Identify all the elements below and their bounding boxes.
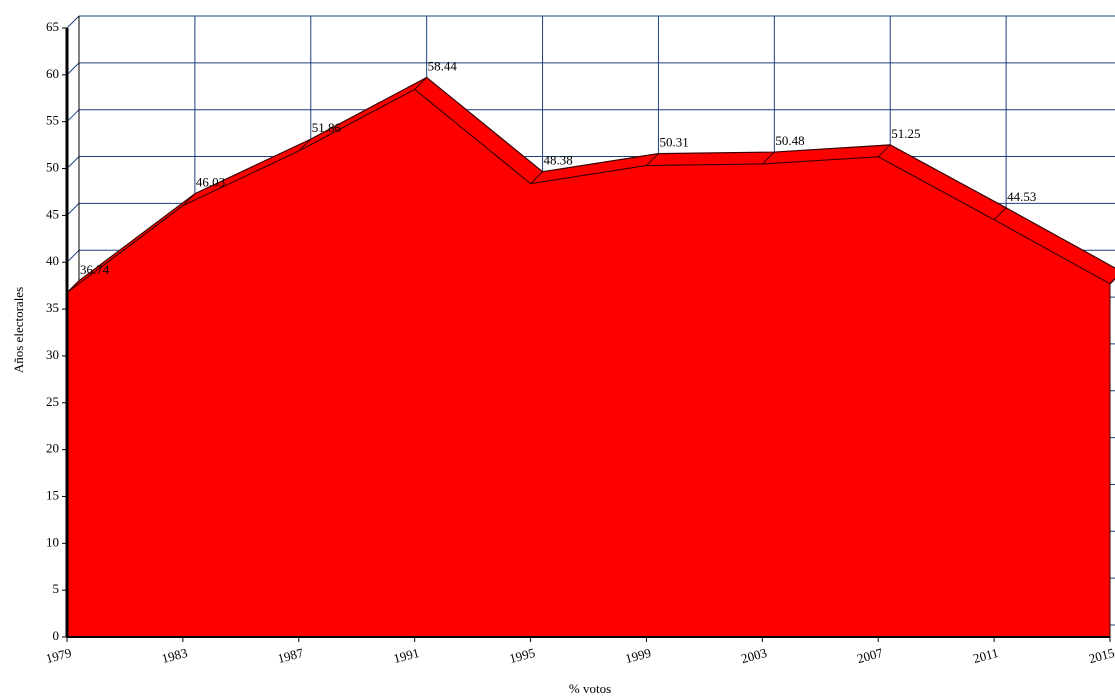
area-edge xyxy=(993,207,1007,221)
area-edge xyxy=(761,151,775,165)
x-tick-label: 1987 xyxy=(276,645,305,666)
y-tick-label: 15 xyxy=(46,487,59,502)
y-tick-label: 55 xyxy=(46,113,59,128)
x-tick-label: 2015 xyxy=(1087,645,1115,666)
y-tick-label: 45 xyxy=(46,206,59,221)
x-tick-label: 1983 xyxy=(160,645,189,666)
grid-line xyxy=(66,203,80,216)
grid-line xyxy=(66,249,80,263)
x-axis-label: % votos xyxy=(569,681,611,696)
grid-line xyxy=(66,62,80,76)
area-edge xyxy=(414,77,428,90)
x-tick-label: 1991 xyxy=(392,645,421,666)
area-edge xyxy=(530,171,543,185)
area-edge xyxy=(646,153,659,166)
data-label: 46.03 xyxy=(196,175,225,190)
x-tick-label: 2007 xyxy=(855,645,884,666)
y-tick-label: 35 xyxy=(46,300,59,315)
y-tick-label: 5 xyxy=(53,581,60,596)
data-label: 44.53 xyxy=(1007,189,1036,204)
y-tick-label: 10 xyxy=(46,534,59,549)
y-tick-label: 50 xyxy=(46,160,59,175)
y-tick-label: 65 xyxy=(46,19,59,34)
grid-line xyxy=(66,109,80,123)
y-axis-label: Años electorales xyxy=(11,287,26,373)
y-tick-label: 0 xyxy=(53,628,60,643)
area xyxy=(66,88,1111,638)
data-label: 50.48 xyxy=(775,133,804,148)
x-tick-label: 1995 xyxy=(508,645,537,666)
area-edge xyxy=(1109,278,1115,285)
data-label: 51.86 xyxy=(312,120,342,135)
y-tick-label: 30 xyxy=(46,347,59,362)
y-tick-label: 20 xyxy=(46,441,59,456)
data-label: 51.25 xyxy=(891,126,920,141)
data-label: 48.38 xyxy=(544,153,573,168)
x-tick-label: 2003 xyxy=(739,645,768,666)
area-edge xyxy=(298,138,312,152)
x-tick-label: 1999 xyxy=(624,645,653,666)
x-tick-label: 2011 xyxy=(971,645,1000,666)
y-tick-label: 40 xyxy=(46,253,59,268)
grid-line xyxy=(66,15,80,29)
area-edge xyxy=(182,193,196,207)
y-tick-label: 60 xyxy=(46,66,59,81)
grid-line xyxy=(66,156,80,169)
data-label: 50.31 xyxy=(659,135,688,150)
area-edge xyxy=(877,144,891,158)
data-label: 58.44 xyxy=(428,58,458,73)
data-label: 36.74 xyxy=(80,262,110,277)
y-tick-label: 25 xyxy=(46,394,59,409)
x-tick-label: 1979 xyxy=(44,645,73,666)
